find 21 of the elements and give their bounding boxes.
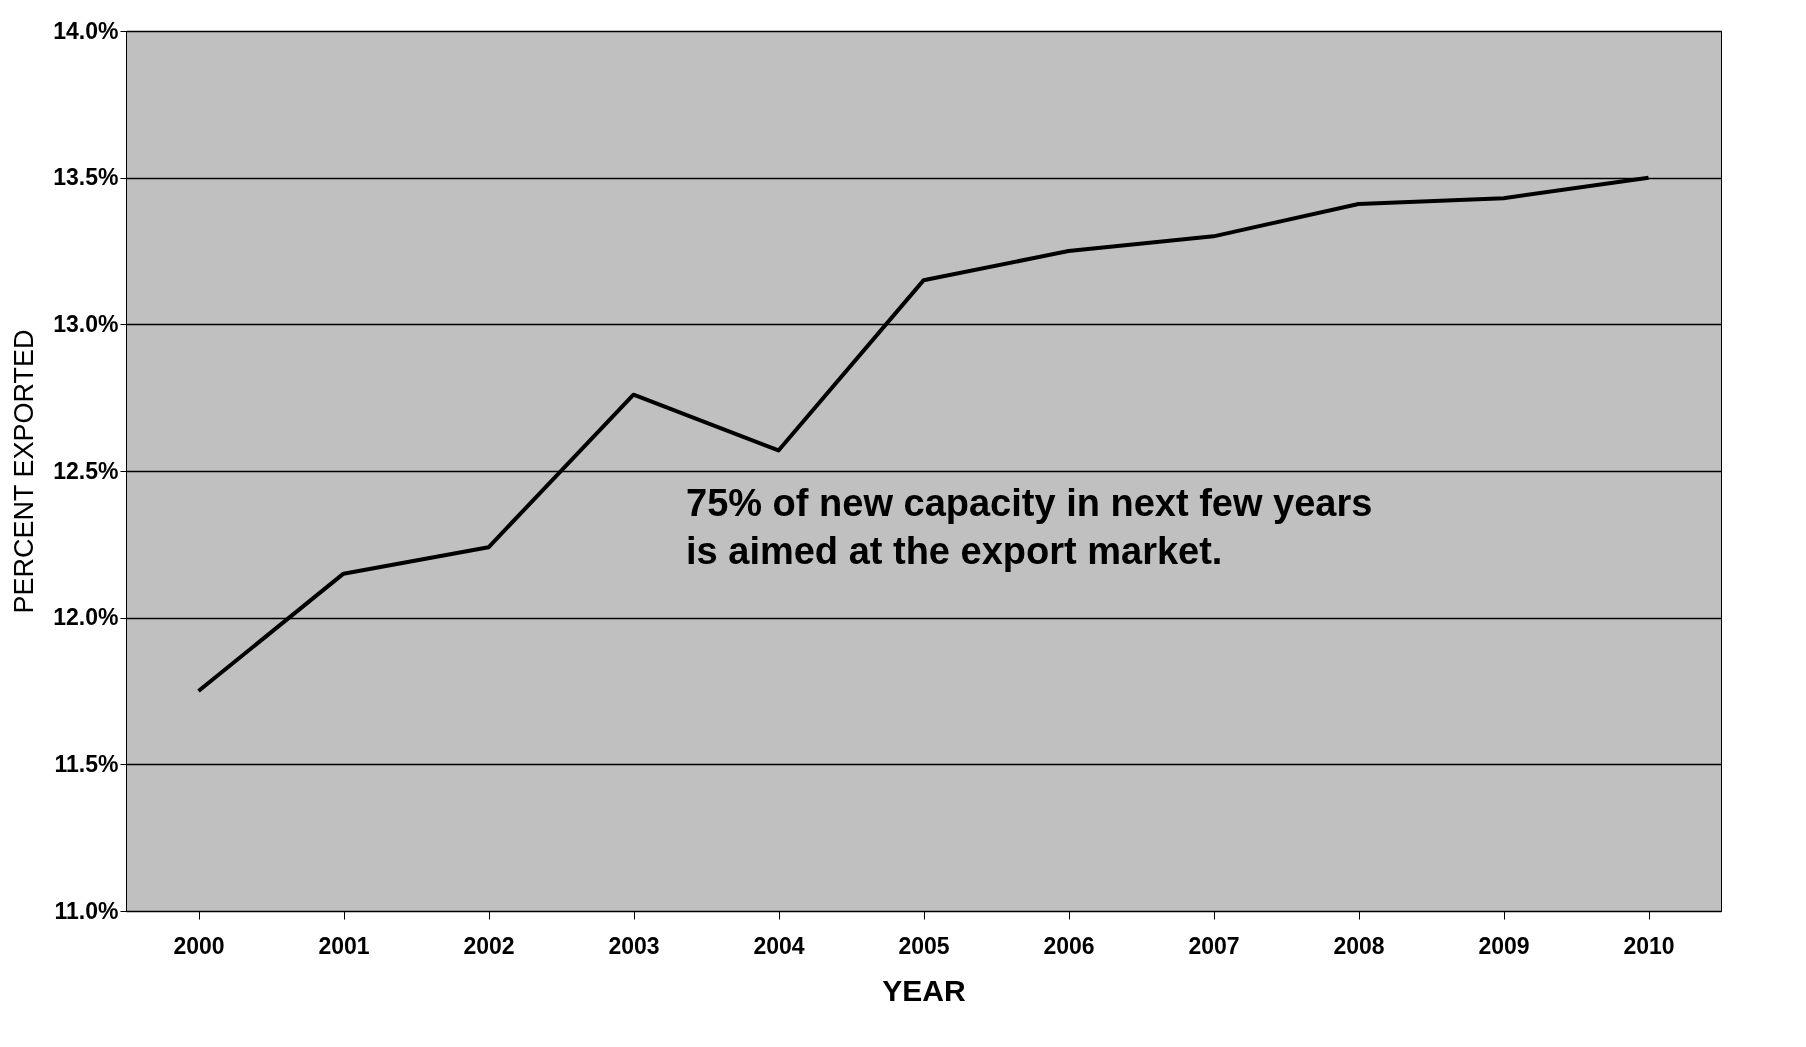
- x-tick-label: 2007: [1188, 932, 1240, 959]
- x-tick-label: 2010: [1623, 932, 1675, 959]
- y-tick-label: 11.0%: [54, 897, 119, 924]
- x-tick-label: 2004: [753, 932, 805, 959]
- x-tick-label: 2009: [1478, 932, 1530, 959]
- annotation: 75% of new capacity in next few years is aimed at the export market.: [686, 482, 1373, 572]
- y-axis-title: PERCENT EXPORTED: [9, 329, 40, 614]
- x-axis-title: YEAR: [882, 973, 966, 1007]
- x-tick-label: 2006: [1043, 932, 1095, 959]
- y-tick-label: 13.5%: [53, 164, 119, 191]
- x-tick-label: 2008: [1333, 932, 1385, 959]
- x-tick-label: 2002: [463, 932, 515, 959]
- y-tick-label: 13.0%: [53, 310, 119, 337]
- x-tick-label: 2000: [173, 932, 225, 959]
- y-tick-label: 11.5%: [54, 750, 119, 777]
- y-tick-label: 12.0%: [53, 604, 119, 631]
- x-tick-label: 2003: [608, 932, 660, 959]
- x-tick-label: 2001: [318, 932, 370, 959]
- y-tick-label: 14.0%: [53, 17, 119, 44]
- x-tick-label: 2005: [898, 932, 950, 959]
- y-tick-label: 12.5%: [53, 457, 119, 484]
